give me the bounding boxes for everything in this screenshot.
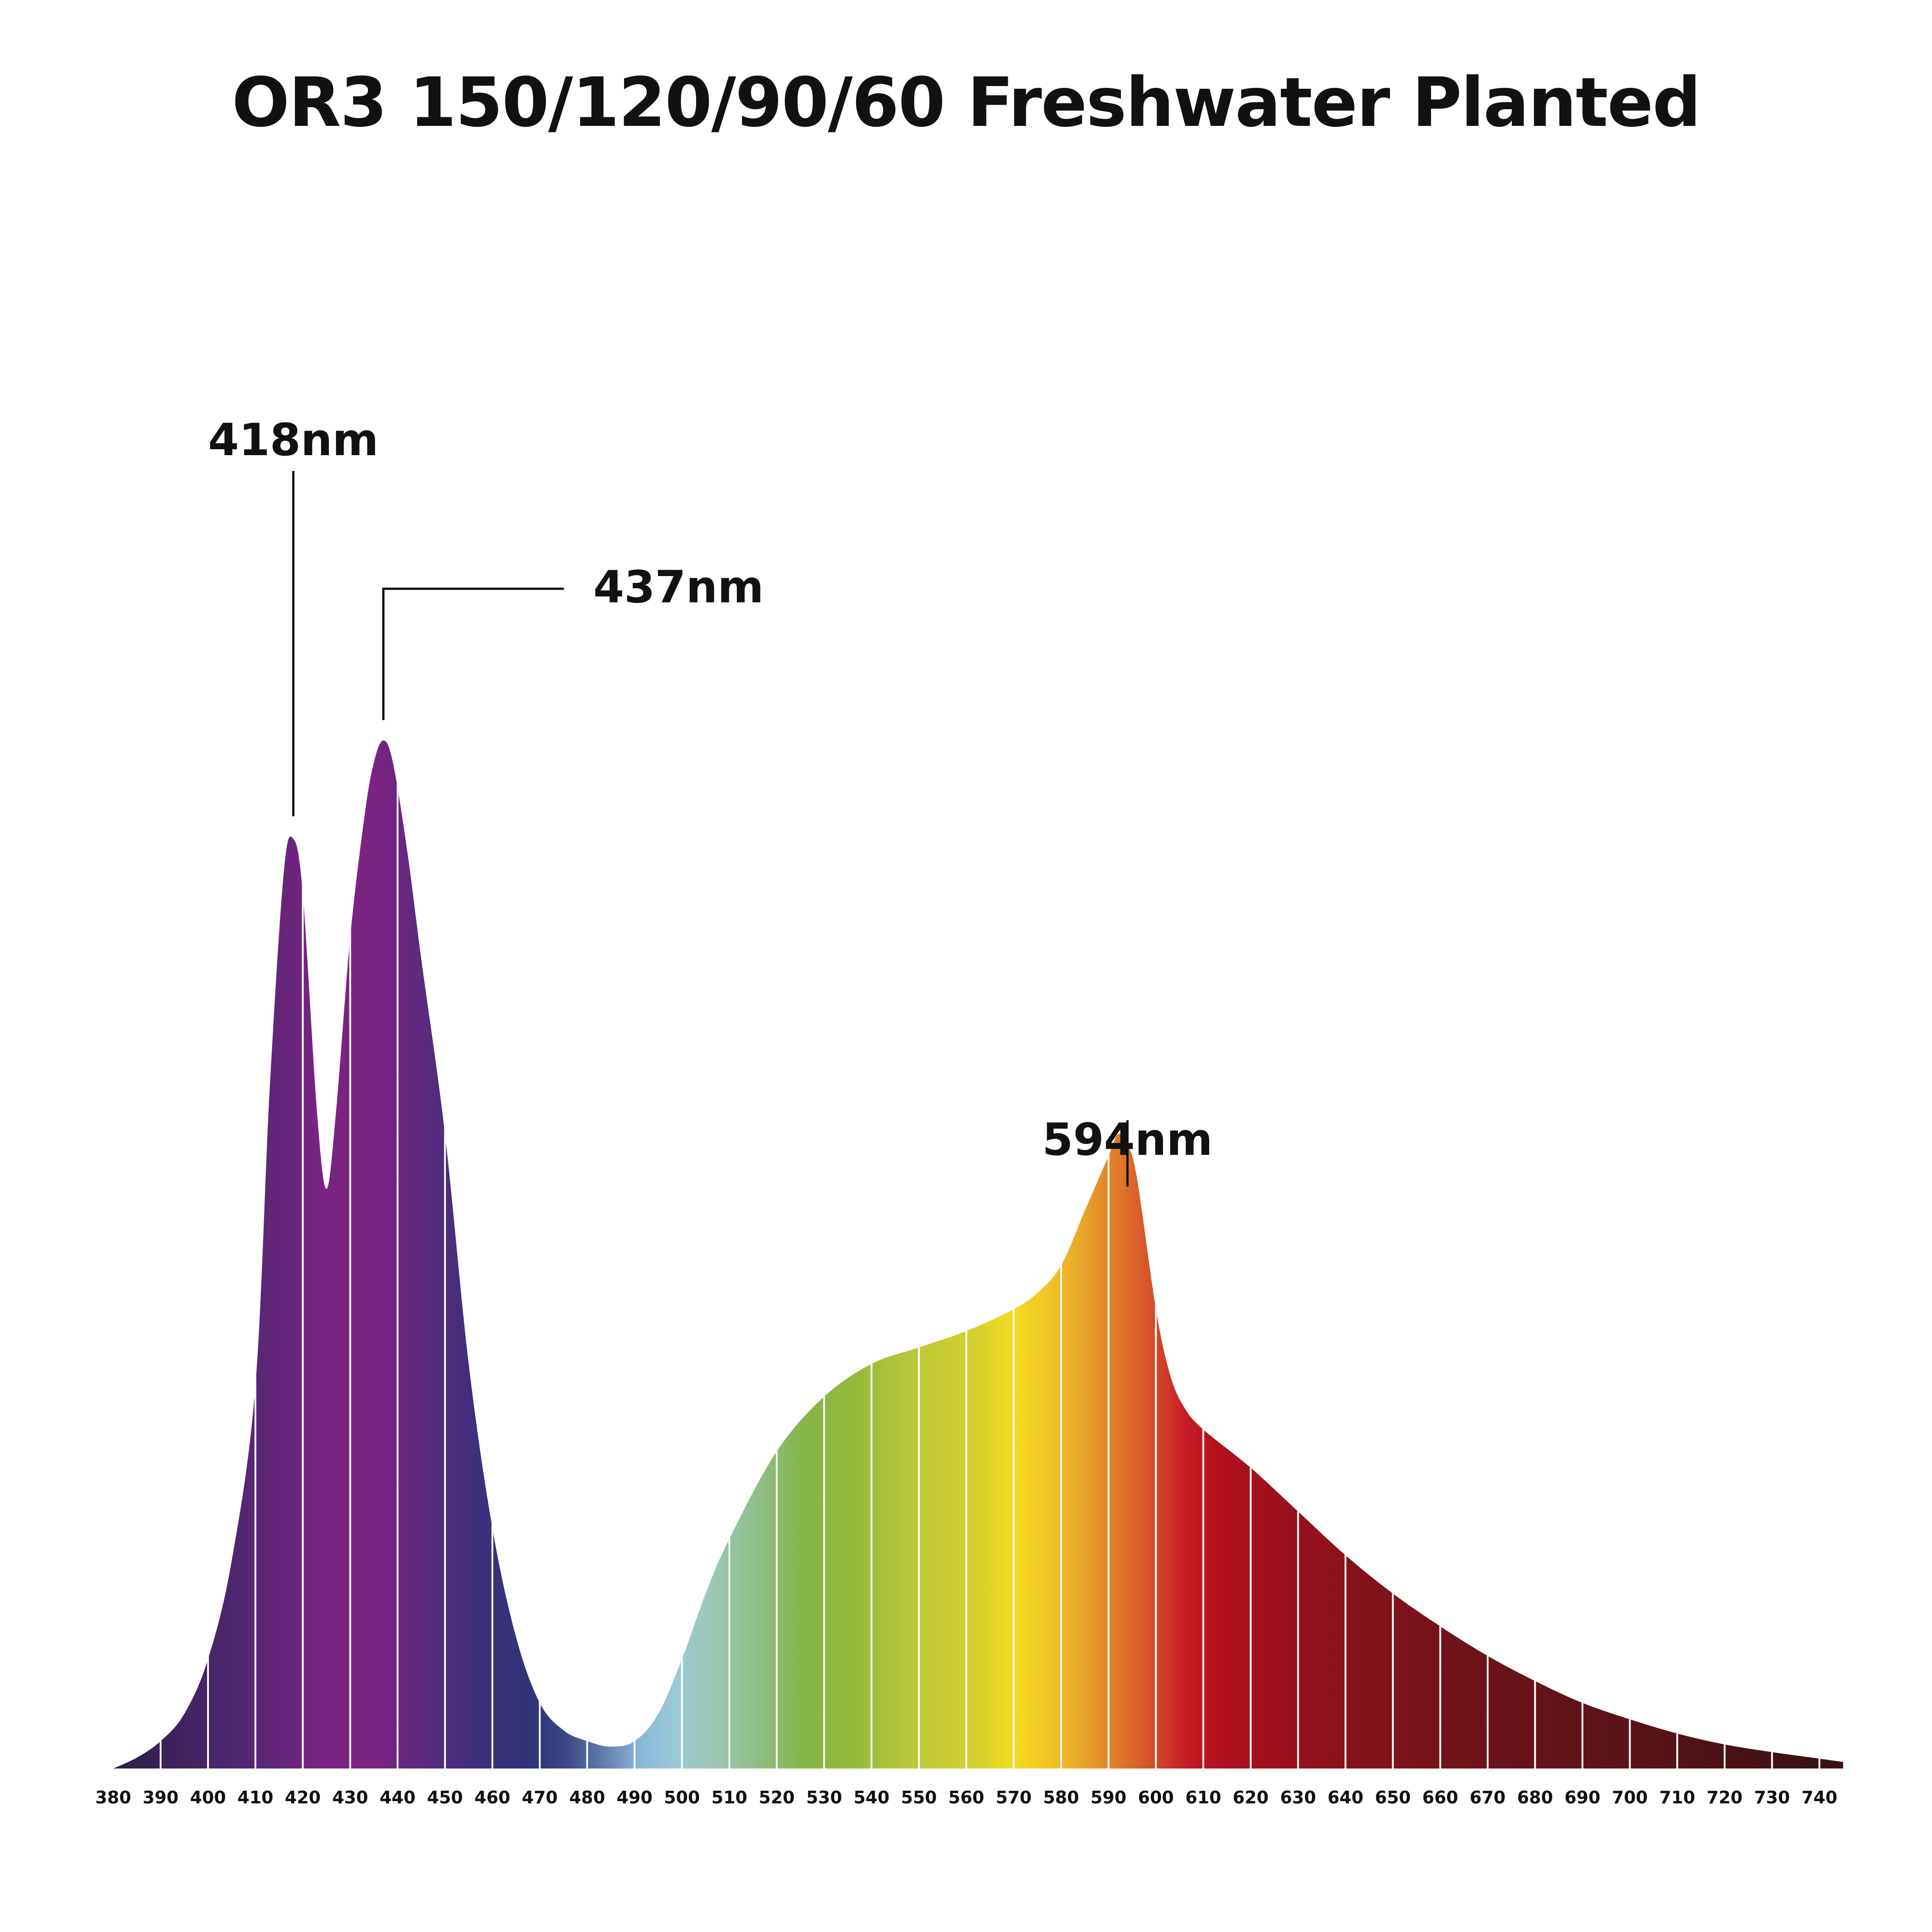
chart-title: OR3 150/120/90/60 Freshwater Planted bbox=[231, 63, 1701, 142]
x-tick-label: 550 bbox=[901, 1788, 937, 1807]
x-tick-label: 450 bbox=[427, 1788, 463, 1807]
x-tick-label: 510 bbox=[711, 1788, 747, 1807]
peak-line-437 bbox=[382, 587, 564, 720]
peak-label-418: 418nm bbox=[208, 414, 378, 466]
x-tick-label: 460 bbox=[475, 1788, 510, 1807]
x-tick-label: 660 bbox=[1423, 1788, 1458, 1807]
x-tick-label: 700 bbox=[1612, 1788, 1648, 1807]
peak-label-594: 594nm bbox=[1042, 1114, 1212, 1166]
x-tick-label: 490 bbox=[616, 1788, 652, 1807]
x-tick-label: 640 bbox=[1327, 1788, 1363, 1807]
x-tick-label: 470 bbox=[522, 1788, 557, 1807]
x-tick-label: 680 bbox=[1517, 1788, 1553, 1807]
x-tick-label: 400 bbox=[190, 1788, 226, 1807]
x-tick-label: 560 bbox=[948, 1788, 984, 1807]
x-tick-label: 670 bbox=[1470, 1788, 1505, 1807]
x-tick-label: 530 bbox=[806, 1788, 842, 1807]
peak-label-437: 437nm bbox=[593, 562, 764, 613]
x-tick-label: 570 bbox=[996, 1788, 1032, 1807]
x-tick-label: 580 bbox=[1043, 1788, 1079, 1807]
x-tick-label: 480 bbox=[569, 1788, 605, 1807]
x-tick-label: 600 bbox=[1138, 1788, 1174, 1807]
x-tick-label: 730 bbox=[1754, 1788, 1790, 1807]
x-tick-label: 430 bbox=[332, 1788, 368, 1807]
x-tick-label: 420 bbox=[285, 1788, 321, 1807]
x-tick-label: 590 bbox=[1091, 1788, 1126, 1807]
x-tick-label: 540 bbox=[854, 1788, 889, 1807]
x-tick-label: 710 bbox=[1659, 1788, 1695, 1807]
x-tick-label: 410 bbox=[237, 1788, 273, 1807]
x-tick-label: 740 bbox=[1802, 1788, 1837, 1807]
x-tick-label: 520 bbox=[759, 1788, 794, 1807]
peak-annotations: 418nm 437nm 594nm bbox=[208, 414, 1213, 1187]
x-tick-label: 440 bbox=[380, 1788, 415, 1807]
x-tick-label: 690 bbox=[1564, 1788, 1600, 1807]
x-tick-label: 620 bbox=[1233, 1788, 1269, 1807]
x-tick-label: 650 bbox=[1375, 1788, 1411, 1807]
x-axis-tick-labels: 380 390 400 410 420 430 440 450 460 470 480 490 500 5… bbox=[95, 1788, 1837, 1807]
spectrum-area bbox=[113, 740, 1843, 1769]
x-tick-label: 500 bbox=[664, 1788, 700, 1807]
x-tick-label: 720 bbox=[1706, 1788, 1742, 1807]
x-tick-label: 390 bbox=[143, 1788, 178, 1807]
x-tick-label: 610 bbox=[1185, 1788, 1221, 1807]
x-tick-label: 380 bbox=[95, 1788, 131, 1807]
x-tick-label: 630 bbox=[1280, 1788, 1316, 1807]
